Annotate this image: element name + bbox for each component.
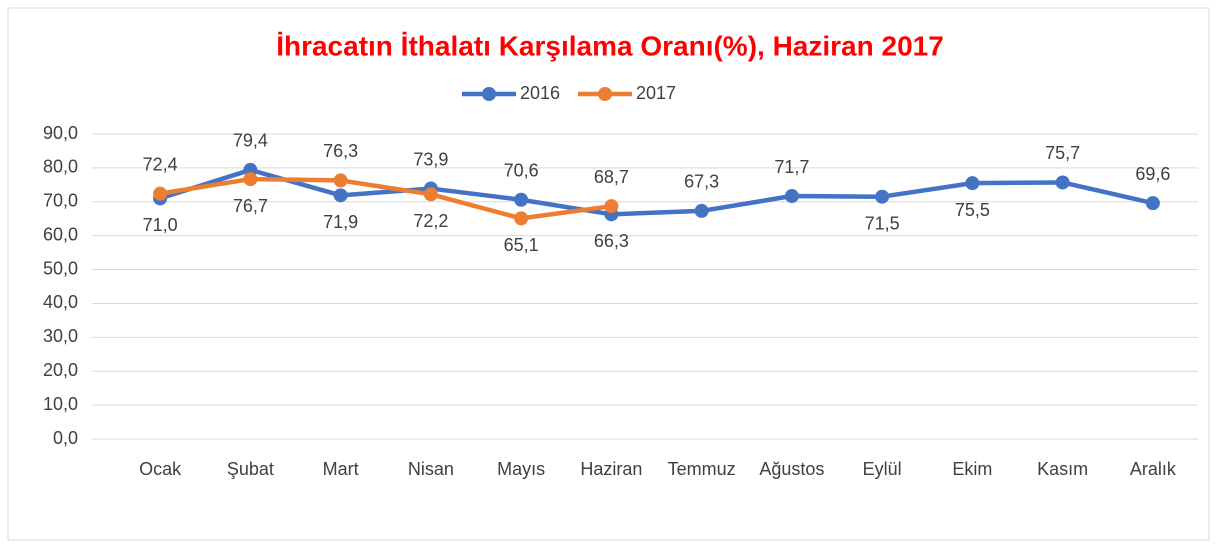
x-tick-label: Ocak — [139, 459, 182, 479]
x-tick-label: Mayıs — [497, 459, 545, 479]
data-label: 66,3 — [594, 231, 629, 251]
data-label: 72,2 — [413, 211, 448, 231]
data-label: 71,5 — [865, 213, 900, 233]
data-label: 73,9 — [413, 149, 448, 169]
data-label: 75,7 — [1045, 143, 1080, 163]
y-tick-label: 80,0 — [43, 157, 78, 177]
data-label: 70,6 — [504, 160, 539, 180]
data-label: 71,9 — [323, 212, 358, 232]
data-label: 71,0 — [143, 215, 178, 235]
data-point — [243, 172, 258, 187]
data-label: 76,3 — [323, 141, 358, 161]
x-tick-label: Eylül — [863, 459, 902, 479]
x-tick-label: Nisan — [408, 459, 454, 479]
y-tick-label: 40,0 — [43, 292, 78, 312]
data-point — [604, 199, 619, 214]
y-tick-label: 0,0 — [53, 428, 78, 448]
x-tick-label: Şubat — [227, 459, 274, 479]
legend-marker — [482, 87, 496, 101]
x-tick-label: Ağustos — [759, 459, 824, 479]
x-tick-label: Haziran — [580, 459, 642, 479]
y-tick-label: 60,0 — [43, 224, 78, 244]
y-tick-label: 90,0 — [43, 123, 78, 143]
data-label: 79,4 — [233, 131, 268, 151]
data-point — [875, 189, 890, 204]
data-point — [965, 176, 980, 191]
y-tick-label: 70,0 — [43, 191, 78, 211]
data-point — [333, 173, 348, 188]
data-label: 72,4 — [143, 154, 178, 174]
x-tick-label: Aralık — [1130, 459, 1177, 479]
legend-marker — [598, 87, 612, 101]
data-point — [333, 188, 348, 203]
legend-label: 2016 — [520, 83, 560, 103]
data-label: 65,1 — [504, 235, 539, 255]
data-label: 71,7 — [774, 157, 809, 177]
x-tick-label: Ekim — [952, 459, 992, 479]
y-tick-label: 50,0 — [43, 258, 78, 278]
data-point — [423, 187, 438, 202]
x-tick-label: Kasım — [1037, 459, 1088, 479]
data-point — [694, 203, 709, 218]
data-point — [514, 192, 529, 207]
y-tick-label: 20,0 — [43, 360, 78, 380]
data-point — [514, 211, 529, 226]
legend-label: 2017 — [636, 83, 676, 103]
series-line — [159, 176, 612, 221]
data-label: 76,7 — [233, 196, 268, 216]
chart-title: İhracatın İthalatı Karşılama Oranı(%), H… — [276, 30, 944, 61]
y-tick-label: 30,0 — [43, 326, 78, 346]
data-point — [784, 189, 799, 204]
data-label: 67,3 — [684, 172, 719, 192]
data-label: 75,5 — [955, 200, 990, 220]
data-label: 69,6 — [1135, 164, 1170, 184]
data-label: 68,7 — [594, 167, 629, 187]
x-tick-label: Temmuz — [668, 459, 736, 479]
y-tick-label: 10,0 — [43, 394, 78, 414]
data-point — [153, 186, 168, 201]
series-line — [159, 167, 1154, 217]
x-tick-label: Mart — [323, 459, 359, 479]
data-point — [1145, 196, 1160, 211]
data-point — [1055, 175, 1070, 190]
